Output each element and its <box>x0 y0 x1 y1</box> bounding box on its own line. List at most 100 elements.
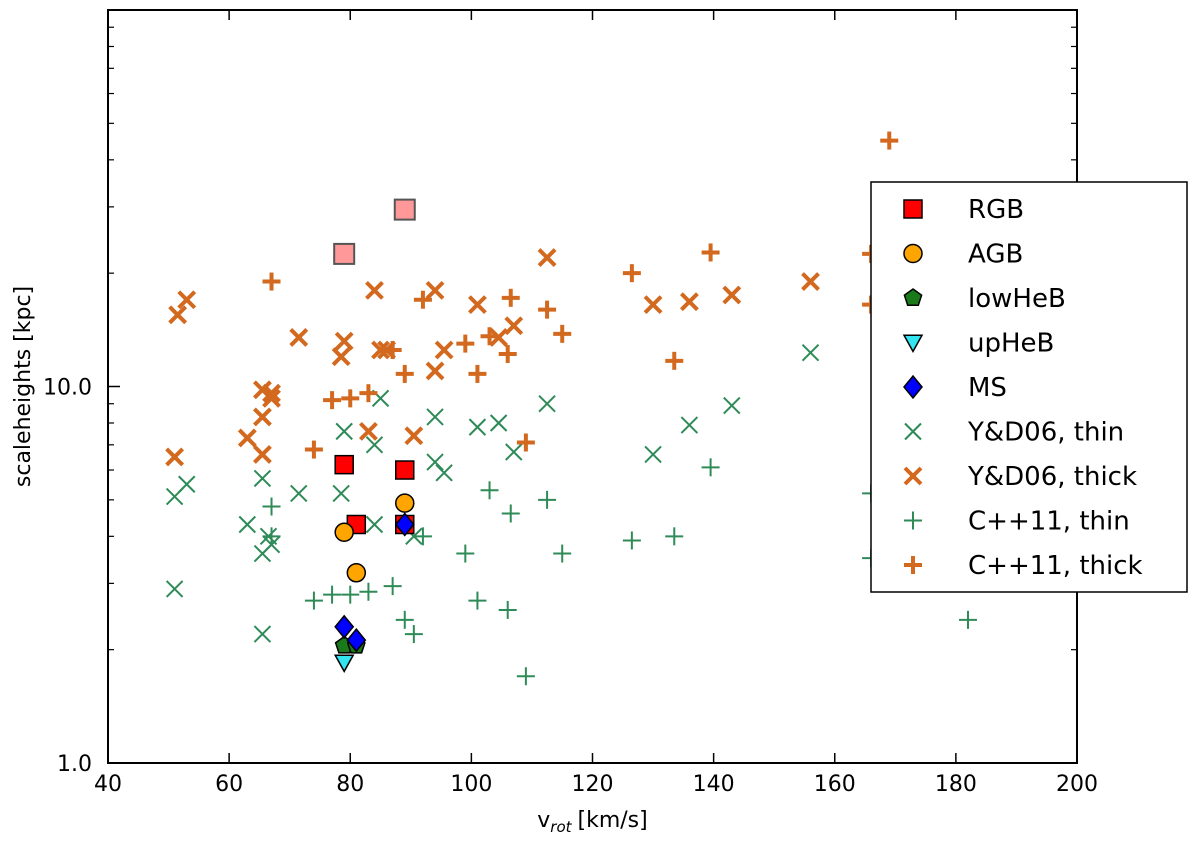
point-y-d06-thin <box>290 484 308 503</box>
point-y-d06-thick <box>334 331 354 351</box>
x-tick-label: 60 <box>215 772 243 797</box>
point-c-11-thick <box>304 440 323 459</box>
point-c-11-thick <box>262 272 281 291</box>
tick-labels: 40 60 80 100 120 140 160 180 200 1.0 10.0 <box>43 376 1098 798</box>
legend-label-c-11-thick: C++11, thick <box>968 551 1143 581</box>
legend-label-y-d06-thick: Y&D06, thick <box>967 462 1137 492</box>
point-y-d06-thick <box>434 340 454 360</box>
point-y-d06-thin <box>644 445 662 464</box>
point-c-11-thin <box>413 527 432 546</box>
point-y-d06-thick <box>404 426 424 446</box>
legend-label-c-11-thin: C++11, thin <box>968 507 1130 537</box>
legend-label-agb: AGB <box>968 240 1023 270</box>
point-y-d06-thick <box>253 407 272 427</box>
legend-label-rgb: RGB <box>968 195 1024 225</box>
point-c-11-thick <box>553 324 572 343</box>
point-y-d06-thick <box>253 445 272 464</box>
point-y-d06-thin <box>332 484 350 503</box>
point-y-d06-thick <box>489 328 509 347</box>
point-y-d06-thin <box>335 422 353 441</box>
x-tick-label: 180 <box>935 772 977 797</box>
legend: RGB AGB lowHeB upHeB MS Y&D06, thin Y&D06, thi… <box>870 181 1188 593</box>
point-y-d06-thick <box>359 421 378 441</box>
legend-marker-rgb <box>903 199 923 219</box>
point-y-d06-thin <box>505 443 523 461</box>
legend-marker-upheb <box>902 334 924 354</box>
point-rgb <box>334 454 354 475</box>
point-y-d06-thick <box>289 328 309 347</box>
point-c-11-thick <box>538 300 557 319</box>
legend-marker-c-11-thin <box>904 511 922 530</box>
point-agb <box>334 522 354 543</box>
point-y-d06-thick <box>262 383 281 403</box>
point-y-d06-thin <box>489 414 508 432</box>
point-c-11-thick <box>468 364 487 383</box>
x-tick-label: 160 <box>814 772 856 797</box>
point-c-11-thin <box>359 582 378 601</box>
point-c-11-thick <box>413 290 432 309</box>
point-y-d06-thin <box>723 396 741 415</box>
point-c-11-thin <box>262 497 281 516</box>
point-agb <box>395 493 415 513</box>
point-c-11-thick <box>501 288 520 307</box>
y-axis-label: scaleheights [kpc] <box>11 286 36 487</box>
point-c-11-thin <box>262 527 281 546</box>
x-tick-label: 140 <box>693 772 735 797</box>
x-tick-label: 80 <box>336 772 364 797</box>
point-y-d06-thin <box>253 625 272 643</box>
point-y-d06-thin <box>680 416 699 434</box>
point-y-d06-thick <box>643 295 663 315</box>
legend-label-ms: MS <box>968 373 1007 403</box>
point-y-d06-thick <box>425 361 445 381</box>
point-y-d06-thin <box>165 580 184 598</box>
point-y-d06-thin <box>426 453 444 471</box>
point-y-d06-thick <box>262 388 281 408</box>
point-c-11-thin <box>538 490 557 509</box>
point-y-d06-thin <box>178 475 196 493</box>
legend-marker-lowheb <box>903 288 923 307</box>
point-c-11-thick <box>516 433 535 452</box>
point-c-11-thick <box>665 351 684 370</box>
point-c-11-thick <box>498 344 517 363</box>
point-c-11-thin <box>304 591 323 610</box>
point-y-d06-thin <box>468 418 487 436</box>
x-axis-label-unit: [km/s] <box>578 808 648 833</box>
point-y-d06-thick <box>165 447 185 467</box>
point-c-11-thick <box>383 341 402 360</box>
x-axis-label-main: v <box>537 808 550 833</box>
x-tick-label: 40 <box>94 772 122 797</box>
legend-marker-c-11-thick <box>904 556 922 574</box>
point-c-11-thin <box>404 625 423 644</box>
point-y-d06-thin <box>365 515 384 534</box>
point-y-d06-thick <box>537 248 557 267</box>
point-c-11-thin <box>468 591 487 610</box>
point-c-11-thick <box>880 131 899 150</box>
point-y-d06-thick <box>504 316 524 336</box>
point-agb <box>346 563 367 583</box>
point-c-11-thick <box>359 384 378 403</box>
point-c-11-thin <box>395 610 414 629</box>
x-tick-label: 120 <box>572 772 614 797</box>
point-c-11-thick <box>480 327 499 346</box>
point-y-d06-thin <box>253 469 272 488</box>
point-c-11-thick <box>323 391 342 410</box>
point-y-d06-thick <box>468 295 487 315</box>
point-y-d06-thick <box>365 280 384 300</box>
point-c-11-thin <box>456 544 475 563</box>
point-c-11-thin <box>665 527 684 546</box>
point-y-d06-thick <box>177 290 197 310</box>
point-y-d06-thick <box>168 305 188 325</box>
point-y-d06-thin <box>238 515 257 534</box>
point-y-d06-thin <box>365 436 384 454</box>
x-tick-label: 100 <box>450 772 492 797</box>
y-tick-label: 1.0 <box>57 752 92 777</box>
highlight-point <box>333 242 356 265</box>
point-y-d06-thick <box>679 292 699 312</box>
point-c-11-thin <box>516 667 535 686</box>
point-c-11-thin <box>341 585 360 604</box>
legend-marker-agb <box>903 243 923 264</box>
point-y-d06-thick <box>371 340 390 360</box>
point-y-d06-thin <box>435 464 453 482</box>
point-y-d06-thick <box>722 285 742 305</box>
legend-label-y-d06-thin: Y&D06, thin <box>967 418 1124 448</box>
